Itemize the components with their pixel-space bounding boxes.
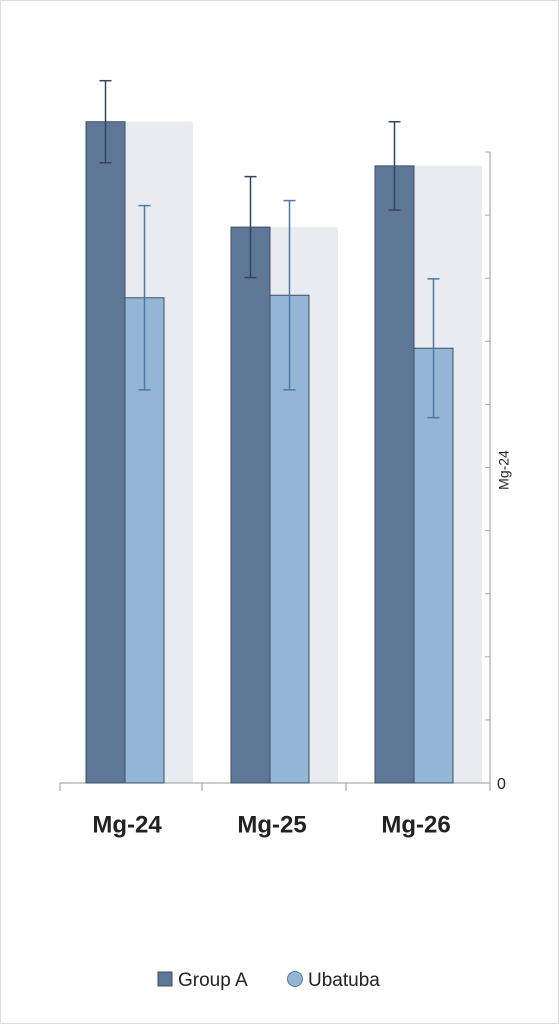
legend-label: Ubatuba — [308, 970, 380, 991]
y-tick-label: 0 — [497, 776, 506, 793]
x-tick-label: Mg-25 — [237, 811, 306, 838]
legend-swatch — [287, 971, 303, 987]
bar — [85, 121, 126, 784]
x-tick-label: Mg-26 — [381, 811, 450, 838]
legend-label: Group A — [178, 970, 248, 991]
bar — [374, 165, 415, 784]
x-tick-label: Mg-24 — [92, 811, 162, 838]
legend-swatch — [157, 971, 173, 987]
bar — [230, 226, 271, 784]
y-axis-title: Mg-24 — [496, 450, 512, 490]
bar — [413, 347, 454, 784]
